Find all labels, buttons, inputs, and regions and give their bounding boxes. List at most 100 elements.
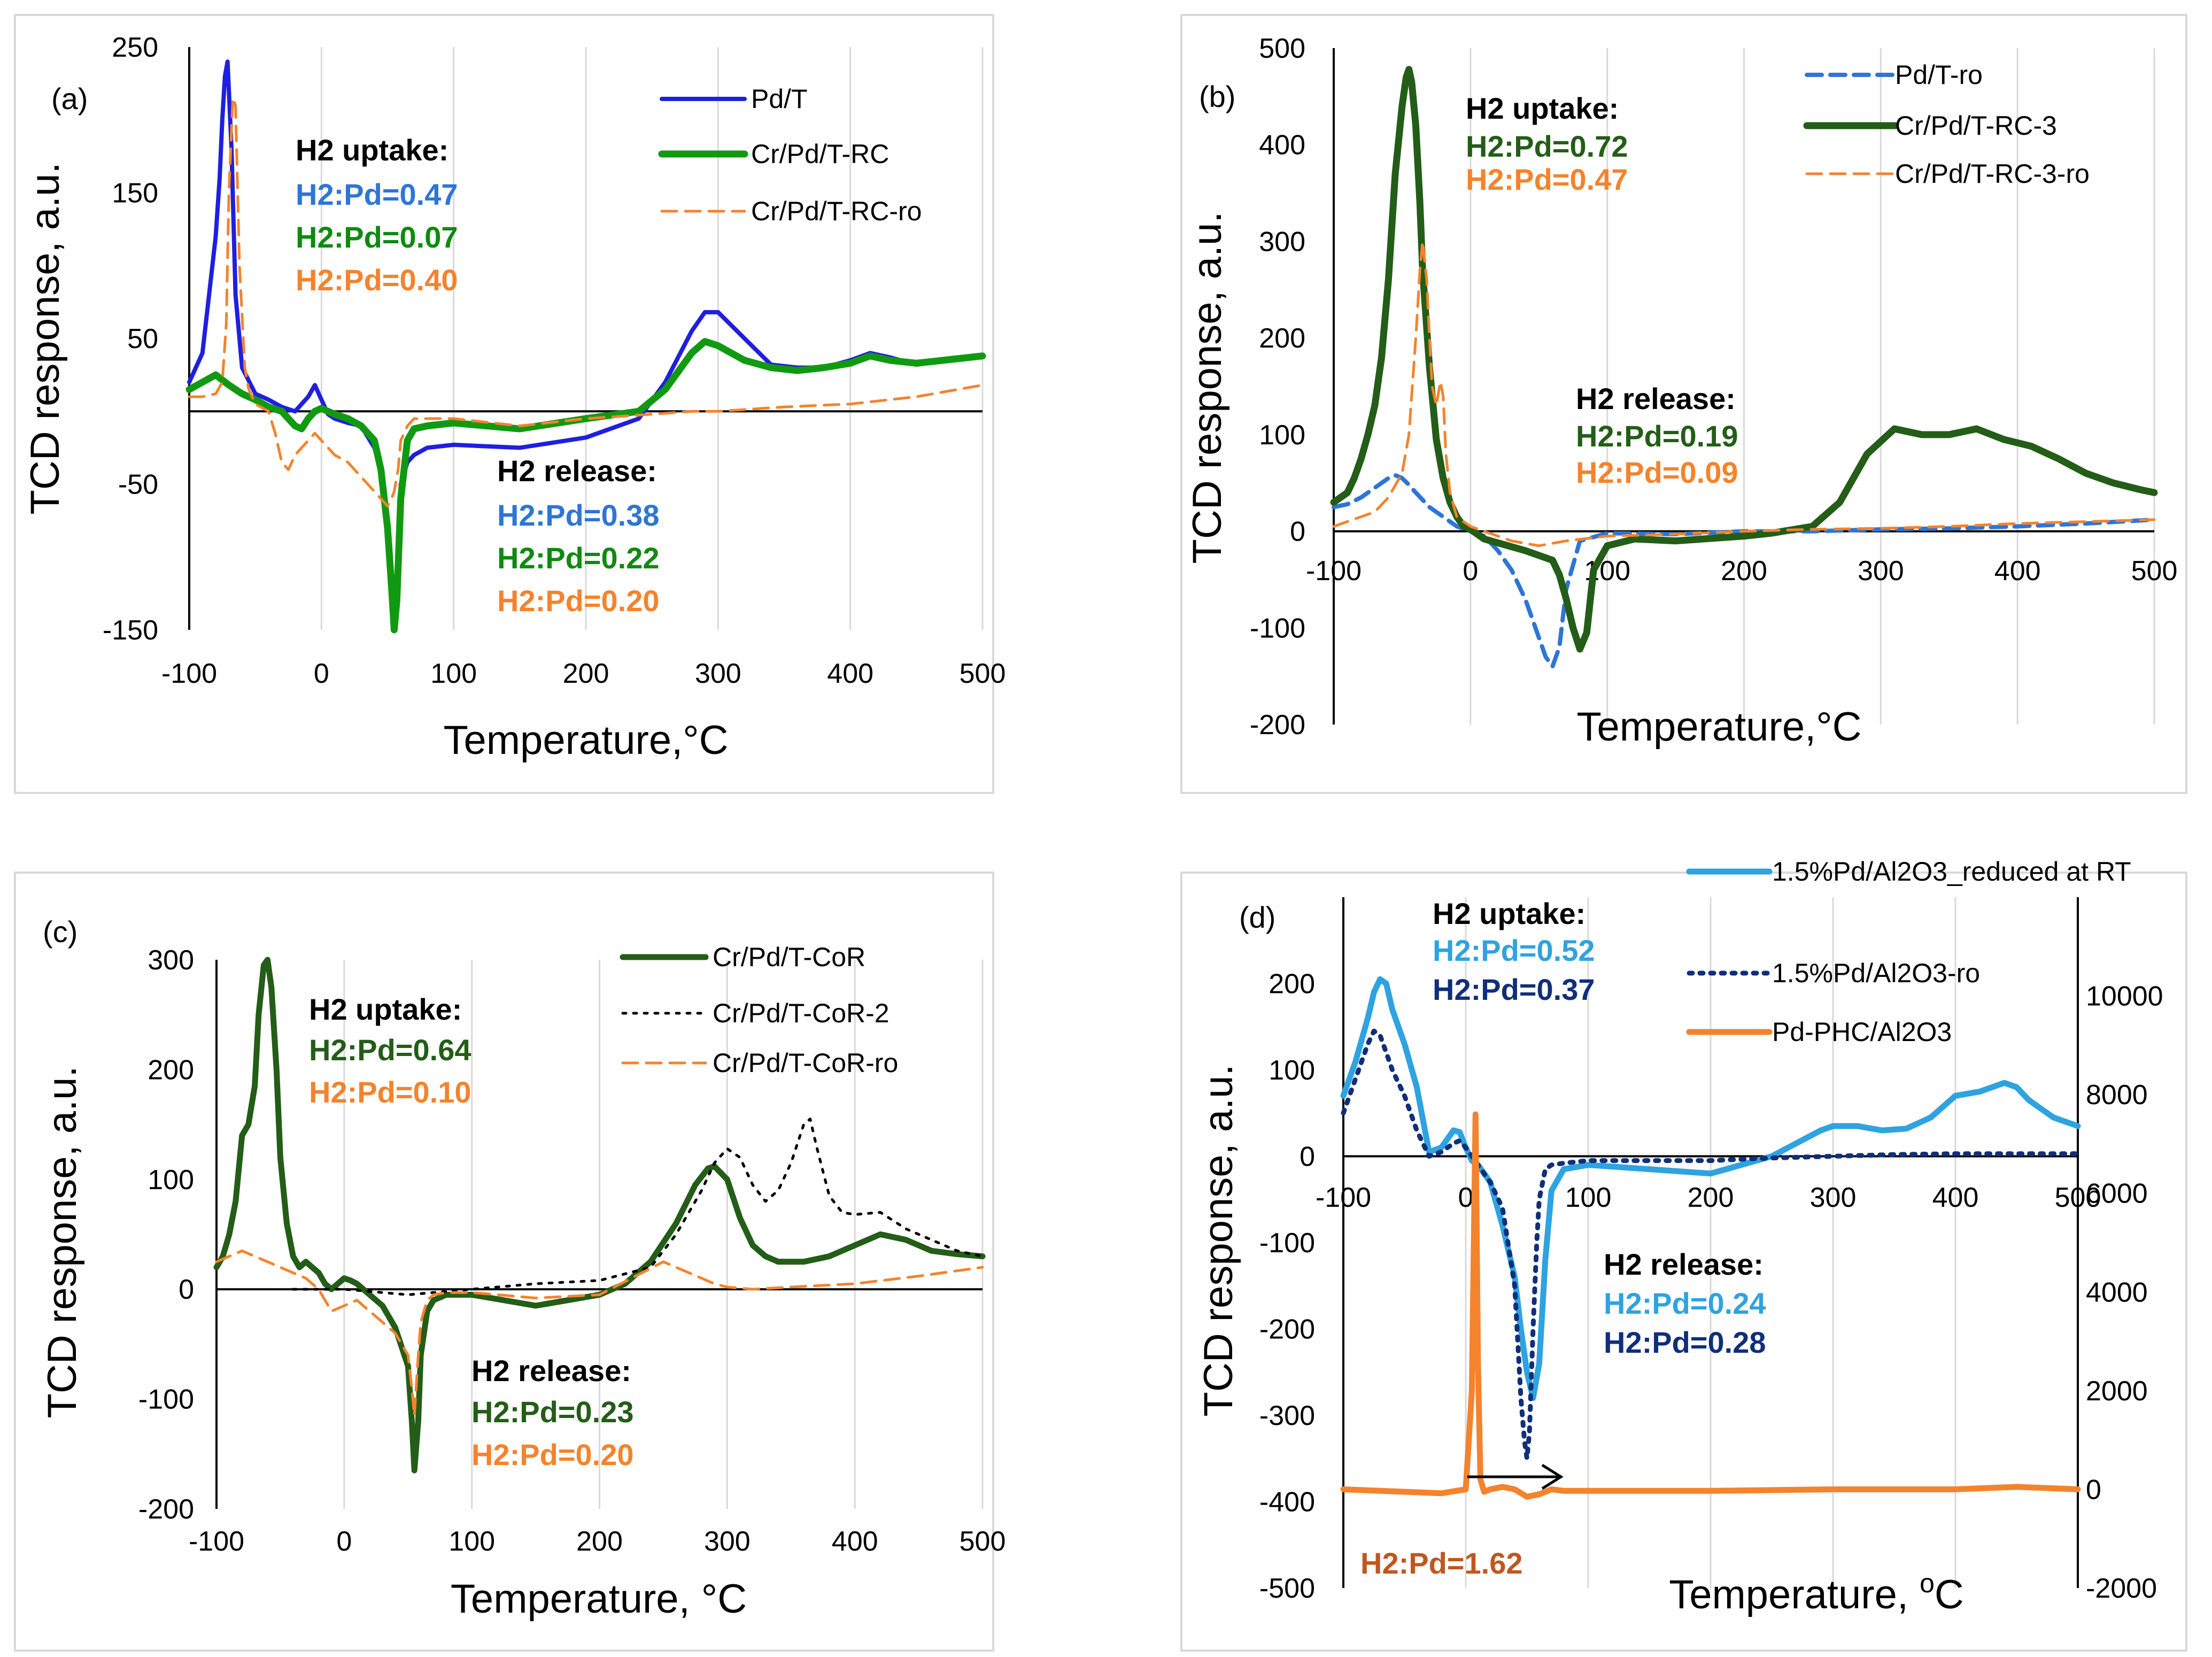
y-tick-label: -100 [138, 1384, 194, 1415]
y2-tick-label: 8000 [2086, 1080, 2148, 1111]
series-line-2 [1341, 1028, 2080, 1461]
annotation-value: H2:Pd=0.07 [296, 220, 458, 254]
y-tick-label: 100 [1259, 420, 1305, 451]
legend-label: Cr/Pd/T-RC-3 [1895, 111, 2057, 141]
legend-label: 1.5%Pd/Al2O3_reduced at RT [1772, 857, 2131, 887]
annotation-value: H2:Pd=0.72 [1466, 129, 1628, 163]
y-axis-title: TCD response, a.u. [1185, 212, 1230, 564]
y-tick-label: 400 [1259, 130, 1305, 161]
x-tick-label: 0 [1458, 1182, 1474, 1213]
legend-label: Cr/Pd/T-RC-ro [751, 196, 922, 226]
x-axis-title: Temperature,°C [1576, 704, 1861, 750]
y-tick-label: 0 [179, 1274, 194, 1305]
x-tick-label: 500 [2131, 556, 2178, 587]
legend-label: Cr/Pd/T-RC-3-ro [1895, 159, 2090, 189]
annotation-value: H2:Pd=0.19 [1576, 419, 1738, 453]
y-tick-label: -200 [138, 1494, 194, 1525]
y-tick-label: -200 [1250, 710, 1305, 741]
legend-label: 1.5%Pd/Al2O3-ro [1772, 958, 1980, 988]
y-tick-label: 0 [1290, 517, 1305, 548]
annotation-heading: H2 uptake: [296, 133, 448, 167]
annotation-value: H2:Pd=0.47 [1466, 163, 1628, 196]
y-tick-label: 300 [148, 945, 194, 976]
series-line-1 [213, 957, 986, 1474]
y-tick-label: -100 [1250, 613, 1305, 644]
y2-tick-label: 2000 [2086, 1376, 2148, 1407]
x-tick-label: 400 [1994, 556, 2041, 587]
annotation-value: H2:Pd=0.20 [471, 1438, 634, 1471]
panel-label: (d) [1239, 900, 1275, 934]
x-tick-label: 100 [430, 658, 477, 689]
x-tick-label: 400 [832, 1526, 878, 1557]
y-axis-title: TCD response, a.u. [1196, 1065, 1241, 1417]
x-axis-title-unit: C [1935, 1572, 1964, 1617]
panel-frame [14, 872, 994, 1652]
x-axis-title: Temperature,°C [443, 718, 728, 763]
panel-frame [1180, 872, 2187, 1652]
y-axis-title: TCD response, a.u. [22, 163, 68, 515]
x-axis-title: Temperature, oC [1669, 1568, 1964, 1617]
x-axis-title: Temperature, °C [451, 1576, 747, 1622]
annotation-heading: H2 uptake: [1433, 897, 1585, 930]
x-tick-label: 300 [1810, 1182, 1857, 1213]
annotation-heading: H2 release: [471, 1354, 631, 1388]
x-tick-label: 0 [1463, 556, 1478, 587]
series-line-2 [1330, 66, 2158, 653]
annotation-value: H2:Pd=0.38 [497, 498, 660, 532]
x-tick-label: 300 [704, 1526, 751, 1557]
y-tick-label: 200 [148, 1054, 194, 1085]
y2-tick-label: 4000 [2086, 1277, 2148, 1308]
annotation-heading: H2 uptake: [1466, 91, 1619, 125]
series-line-2 [185, 338, 986, 634]
annotation-value: H2:Pd=0.22 [497, 541, 660, 575]
x-tick-label: 300 [695, 658, 741, 689]
y-tick-label: 100 [148, 1165, 194, 1196]
series-line-3 [188, 96, 984, 507]
legend-label: Pd-PHC/Al2O3 [1772, 1017, 1952, 1047]
right-axis-arrow-head [1541, 1463, 1564, 1490]
annotation-value: H2:Pd=0.28 [1604, 1325, 1766, 1359]
x-tick-label: -100 [161, 658, 217, 689]
x-tick-label: 400 [827, 658, 873, 689]
annotation-value: H2:Pd=0.40 [296, 263, 458, 297]
x-tick-label: 100 [448, 1526, 495, 1557]
annotation-heading: H2 release: [497, 454, 657, 488]
legend-label: Cr/Pd/T-RC [751, 139, 889, 169]
y-tick-label: 50 [127, 323, 158, 354]
y-tick-label: -50 [118, 469, 158, 500]
x-tick-label: 500 [2055, 1182, 2101, 1213]
x-tick-label: 400 [1932, 1182, 1979, 1213]
x-tick-label: 100 [1565, 1182, 1612, 1213]
x-tick-label: -100 [189, 1526, 244, 1557]
panel-frame [1180, 14, 2187, 794]
series-line-3 [1340, 1111, 2081, 1500]
x-tick-label: 500 [960, 658, 1006, 689]
annotation-value: H2:Pd=0.24 [1604, 1286, 1766, 1320]
x-tick-label: -100 [1316, 1182, 1371, 1213]
annotation-value: H2:Pd=0.10 [309, 1075, 471, 1109]
y2-tick-label: 0 [2086, 1474, 2101, 1505]
annotation-value: H2:Pd=0.20 [497, 584, 660, 618]
y-tick-label: -400 [1259, 1487, 1315, 1518]
legend-label: Pd/T-ro [1895, 60, 1983, 90]
x-tick-label: 200 [1721, 556, 1767, 587]
y-tick-label: 0 [1300, 1142, 1315, 1173]
y-tick-label: 100 [1269, 1055, 1315, 1086]
y-tick-label: 200 [1269, 969, 1315, 1000]
y2-tick-label: 6000 [2086, 1178, 2148, 1209]
x-tick-label: 0 [336, 1526, 352, 1557]
series-line-1 [1340, 976, 2081, 1401]
y-tick-label: 250 [112, 32, 158, 63]
x-tick-label: 0 [314, 658, 329, 689]
annotation-value: H2:Pd=0.52 [1433, 934, 1595, 967]
y-axis-title: TCD response, a.u. [40, 1066, 85, 1419]
panel-label: (c) [43, 915, 78, 949]
x-tick-label: 200 [1688, 1182, 1734, 1213]
panel-label: (a) [51, 82, 88, 115]
series-line-2 [291, 1117, 984, 1296]
y-tick-label: 200 [1259, 323, 1305, 354]
x-tick-label: -100 [1306, 556, 1362, 587]
y-tick-label: -100 [1259, 1228, 1315, 1259]
